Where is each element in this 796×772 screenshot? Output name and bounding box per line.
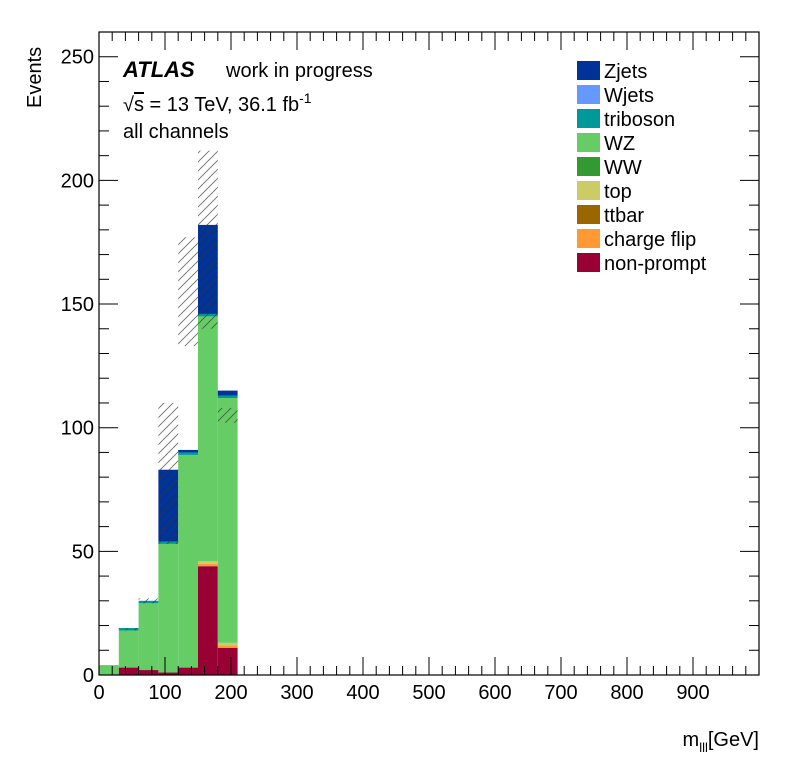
legend-label-Zjets: Zjets: [604, 61, 647, 83]
bar-triboson-bin-6: [217, 395, 238, 399]
y-tick-label: 0: [83, 665, 94, 687]
bar-top-bin-6: [217, 642, 238, 646]
legend-label-top: top: [604, 181, 632, 203]
y-axis-label: Events: [24, 47, 46, 108]
legend-swatch-ttbar: [577, 205, 600, 224]
uncertainty-bin-4: [178, 237, 198, 347]
bar-WZ-bin-5: [198, 316, 218, 562]
bar-top-bin-5: [198, 561, 218, 564]
bar-non-prompt-bin-3: [158, 672, 179, 675]
x-tick-label: 500: [412, 682, 445, 704]
x-tick-label: 300: [280, 682, 313, 704]
bar-WZ-bin-1: [118, 630, 139, 668]
legend-label-non-prompt: non-prompt: [604, 253, 707, 275]
bar-WZ-bin-4: [178, 454, 198, 668]
legend-swatch-Wjets: [577, 85, 600, 104]
x-tick-label: 400: [346, 682, 379, 704]
legend-swatch-top: [577, 181, 600, 200]
bar-WZ-bin-3: [158, 543, 179, 673]
uncertainty-bin-2: [138, 598, 159, 604]
legend-swatch-WZ: [577, 133, 600, 152]
atlas-label: ATLAS: [122, 57, 195, 82]
legend-swatch-charge-flip: [577, 229, 600, 248]
x-tick-label: 700: [544, 682, 577, 704]
x-tick-label: 800: [610, 682, 643, 704]
bar-non-prompt-bin-6: [217, 647, 238, 675]
bar-WZ-bin-2: [138, 603, 159, 671]
x-axis-label: mlll[GeV]: [683, 729, 759, 755]
y-tick-label: 200: [61, 170, 94, 192]
uncertainty-bin-6: [217, 407, 238, 423]
legend-label-Wjets: Wjets: [604, 85, 654, 107]
uncertainty-bin-3: [158, 402, 179, 544]
bar-WZ-bin-6: [217, 398, 238, 643]
legend-swatch-triboson: [577, 109, 600, 128]
x-tick-label: 100: [148, 682, 181, 704]
x-axis-label-sub: lll: [699, 740, 708, 755]
legend-label-ttbar: ttbar: [604, 205, 644, 227]
x-tick-label: 200: [214, 682, 247, 704]
legend-swatch-WW: [577, 157, 600, 176]
uncertainty-band: [118, 150, 238, 631]
energy-s: s: [134, 94, 144, 116]
y-tick-label: 250: [61, 47, 94, 69]
energy-text: = 13 TeV, 36.1 fb: [144, 94, 299, 116]
bar-non-prompt-bin-5: [198, 566, 218, 675]
legend-label-charge-flip: charge flip: [604, 229, 696, 251]
legend-swatch-non-prompt: [577, 253, 600, 272]
bar-charge-flip-bin-5: [198, 563, 218, 567]
energy-lumi-label: √s = 13 TeV, 36.1 fb-1: [123, 90, 312, 116]
y-tick-label: 100: [61, 418, 94, 440]
x-tick-label: 600: [478, 682, 511, 704]
bar-non-prompt-bin-4: [178, 667, 198, 675]
sqrt-symbol: √: [123, 94, 134, 116]
bar-triboson-bin-4: [178, 452, 198, 455]
uncertainty-bin-1: [118, 628, 139, 631]
channels-label: all channels: [123, 121, 229, 143]
x-tick-label: 0: [93, 682, 104, 704]
bar-charge-flip-bin-6: [217, 645, 238, 648]
x-tick-label: 900: [676, 682, 709, 704]
bar-Zjets-bin-6: [217, 390, 238, 396]
axis-ticks: 0 100 200 300 400 500 600 700 800 900 0 50 100 150 200…: [61, 31, 759, 704]
status-label: work in progress: [225, 60, 373, 82]
bar-non-prompt-bin-2: [138, 670, 159, 675]
x-axis-label-unit: [GeV]: [708, 729, 759, 751]
lumi-superscript: -1: [299, 90, 312, 106]
legend-swatch-Zjets: [577, 61, 600, 80]
legend-label-WW: WW: [604, 157, 642, 179]
x-axis-label-main: m: [683, 729, 700, 751]
bar-WZ-bin-0: [99, 665, 119, 675]
y-tick-label: 150: [61, 294, 94, 316]
bar-Zjets-bin-4: [178, 449, 198, 453]
legend-label-WZ: WZ: [604, 133, 635, 155]
legend-label-triboson: triboson: [604, 109, 675, 131]
bar-non-prompt-bin-1: [118, 667, 139, 675]
y-tick-label: 50: [72, 541, 94, 563]
uncertainty-bin-5: [198, 150, 218, 329]
